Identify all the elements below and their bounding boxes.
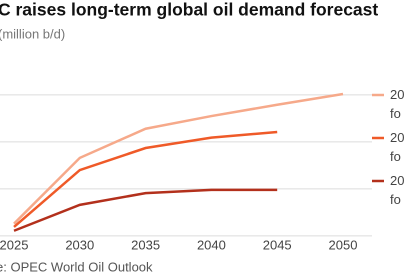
x-tick-label: 2045 <box>263 237 292 252</box>
legend-text: 20 fo <box>390 130 405 164</box>
x-tick-label: 2050 <box>329 237 358 252</box>
series-line <box>13 92 344 225</box>
x-tick-label: 2030 <box>65 237 94 252</box>
legend-text: 20 fo <box>390 173 405 207</box>
x-tick-label: 2035 <box>131 237 160 252</box>
chart-source: e: OPEC World Oil Outlook <box>0 259 153 274</box>
chart-subtitle: (million b/d) <box>0 26 65 41</box>
series-line <box>13 188 278 232</box>
legend-label: 20 fo <box>390 87 405 121</box>
x-tick-label: 2025 <box>0 237 28 252</box>
series-line <box>13 130 278 228</box>
x-tick-label: 2040 <box>197 237 226 252</box>
legend-label: 20 fo <box>390 130 405 164</box>
legend-text: 20 fo <box>390 87 405 121</box>
legend-label: 20 fo <box>390 173 405 207</box>
chart-title: C raises long-term global oil demand for… <box>0 0 378 20</box>
